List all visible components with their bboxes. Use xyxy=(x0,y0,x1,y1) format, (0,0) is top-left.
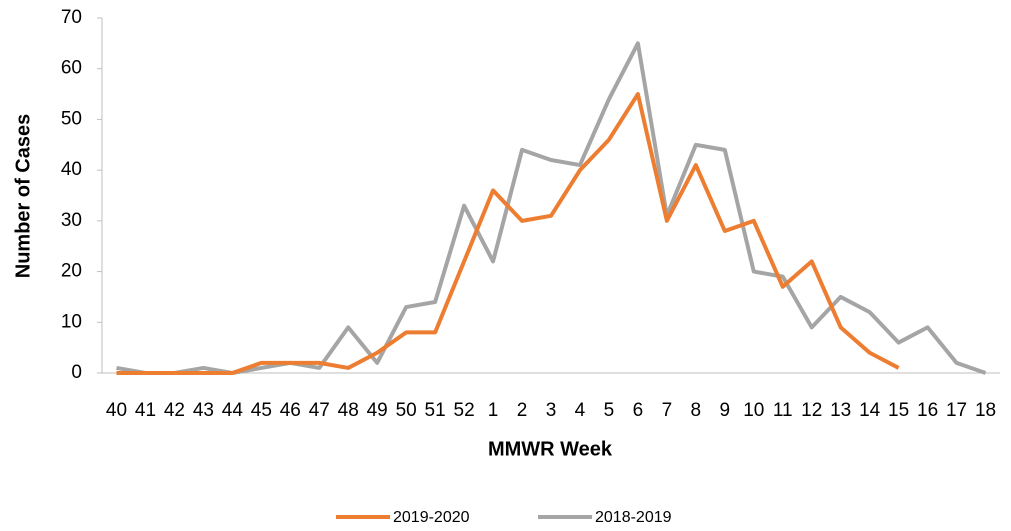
x-tick-label: 3 xyxy=(546,400,557,421)
x-tick-label: 41 xyxy=(135,400,156,421)
x-tick-label: 16 xyxy=(917,400,938,421)
y-tick-label: 20 xyxy=(61,261,82,282)
x-tick-label: 48 xyxy=(338,400,359,421)
series-line xyxy=(116,41,987,375)
y-tick-label: 60 xyxy=(61,58,82,79)
x-tick-label: 50 xyxy=(396,400,417,421)
x-tick-label: 17 xyxy=(946,400,967,421)
x-tick-label: 45 xyxy=(251,400,272,421)
y-axis-title: Number of Cases xyxy=(12,114,34,279)
x-tick-label: 42 xyxy=(164,400,185,421)
x-tick-label: 51 xyxy=(425,400,446,421)
y-tick-label: 40 xyxy=(61,159,82,180)
x-tick-label: 8 xyxy=(691,400,702,421)
x-tick-label: 4 xyxy=(575,400,586,421)
x-tick-label: 13 xyxy=(830,400,851,421)
y-tick-label: 0 xyxy=(71,362,82,383)
x-tick-label: 49 xyxy=(367,400,388,421)
legend-label: 2019-2020 xyxy=(393,509,470,526)
y-tick-label: 30 xyxy=(61,210,82,231)
x-tick-label: 43 xyxy=(193,400,214,421)
series-line xyxy=(116,92,900,375)
x-tick-label: 14 xyxy=(859,400,881,421)
x-tick-label: 47 xyxy=(309,400,330,421)
x-tick-label: 12 xyxy=(801,400,822,421)
x-tick-label: 40 xyxy=(106,400,127,421)
x-tick-label: 15 xyxy=(888,400,909,421)
y-tick-label: 10 xyxy=(61,311,82,332)
x-tick-label: 2 xyxy=(517,400,528,421)
x-tick-label: 46 xyxy=(280,400,301,421)
x-tick-label: 44 xyxy=(222,400,244,421)
x-tick-label: 7 xyxy=(662,400,673,421)
y-tick-label: 70 xyxy=(61,7,82,28)
x-tick-label: 1 xyxy=(488,400,499,421)
x-tick-label: 52 xyxy=(454,400,475,421)
x-tick-label: 9 xyxy=(720,400,731,421)
y-tick-label: 50 xyxy=(61,108,82,129)
x-tick-label: 11 xyxy=(773,400,793,421)
x-tick-label: 18 xyxy=(975,400,996,421)
legend-label: 2018-2019 xyxy=(595,509,672,526)
x-axis-title: MMWR Week xyxy=(488,438,613,460)
x-tick-label: 6 xyxy=(633,400,644,421)
x-tick-label: 10 xyxy=(743,400,764,421)
x-tick-label: 5 xyxy=(604,400,615,421)
